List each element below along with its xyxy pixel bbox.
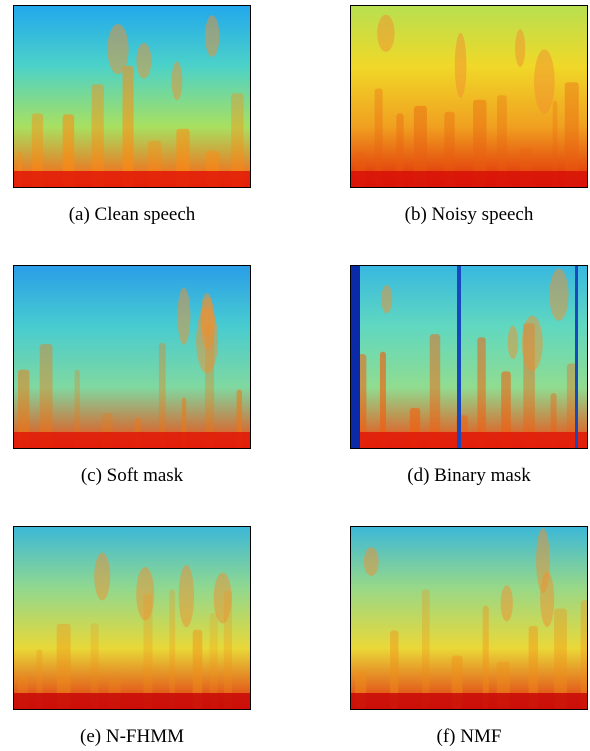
dark-column (351, 266, 360, 448)
stripe (91, 84, 104, 187)
stripe (528, 625, 538, 709)
panel: (e) N-FHMM (13, 526, 251, 748)
panel: (b) Noisy speech (350, 5, 588, 226)
stripe (122, 65, 134, 187)
low-band (14, 693, 250, 709)
caption: (d) Binary mask (407, 465, 531, 486)
formant (521, 315, 543, 371)
formant (200, 297, 215, 351)
stripe (90, 623, 99, 709)
stripe (482, 605, 489, 709)
stripe (501, 371, 511, 448)
formant (534, 49, 555, 114)
stripe (552, 100, 558, 187)
formant (363, 547, 379, 576)
stripe (473, 99, 487, 187)
formant (454, 32, 467, 98)
stripe (169, 589, 176, 709)
stripe (496, 95, 507, 187)
spectrogram (13, 526, 251, 710)
stripe (374, 88, 383, 187)
formant (381, 285, 393, 314)
spectrogram (350, 526, 588, 710)
formant (377, 14, 395, 52)
low-band (14, 171, 250, 187)
dark-column (457, 266, 461, 448)
formant (178, 564, 195, 628)
panel: (d) Binary mask (350, 265, 588, 487)
formant (136, 42, 152, 79)
panel: (a) Clean speech (13, 5, 251, 226)
stripe (74, 369, 80, 448)
stripe (566, 363, 578, 448)
stripe (56, 623, 71, 709)
stripe (62, 114, 75, 187)
formant (177, 287, 191, 345)
stripe (379, 351, 386, 448)
stripe (143, 593, 153, 709)
formant (171, 61, 183, 101)
spectrogram (350, 265, 588, 449)
caption: (f) NMF (436, 726, 502, 747)
formant (507, 325, 519, 360)
stripe (18, 369, 30, 448)
caption: (c) Soft mask (80, 465, 184, 486)
stripe (477, 337, 486, 448)
formant (500, 585, 513, 622)
spectrogram (13, 5, 251, 188)
dark-column (575, 266, 578, 448)
caption: (a) Clean speech (68, 204, 196, 225)
low-band (351, 171, 587, 187)
low-band (14, 432, 250, 448)
formant (136, 567, 155, 621)
stripe (39, 344, 53, 448)
formant (204, 15, 220, 58)
stripe (554, 608, 567, 709)
stripe (422, 589, 430, 709)
formant (94, 552, 111, 601)
formant (549, 268, 569, 321)
low-band (351, 432, 587, 448)
stripe (396, 113, 404, 187)
stripe (31, 113, 44, 187)
low-band (351, 693, 587, 709)
formant (213, 572, 232, 624)
panel: (f) NMF (350, 526, 588, 748)
stripe (158, 342, 166, 448)
stripe (390, 630, 399, 709)
spectrogram (350, 5, 588, 188)
caption: (e) N-FHMM (80, 726, 184, 747)
stripe (231, 93, 244, 187)
stripe (429, 334, 441, 448)
caption: (b) Noisy speech (404, 204, 534, 225)
stripe (564, 82, 579, 187)
formant (515, 29, 526, 68)
formant (107, 24, 129, 75)
spectrogram (13, 265, 251, 449)
panel: (c) Soft mask (13, 265, 251, 487)
stripe (209, 613, 218, 709)
background (14, 527, 250, 709)
stripe (580, 600, 587, 709)
stripe (192, 629, 203, 709)
formant (536, 528, 550, 594)
stripe (444, 111, 455, 187)
stripe (413, 105, 427, 187)
